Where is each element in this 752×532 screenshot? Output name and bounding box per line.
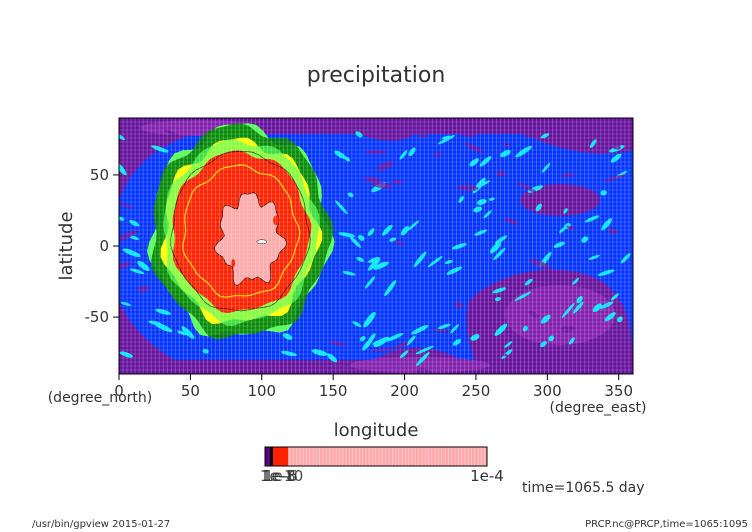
grid-lines — [119, 118, 633, 374]
x-tick-label-3: 150 — [319, 382, 348, 400]
colorbar-red — [273, 447, 288, 466]
y-tick-label-2: 50 — [90, 166, 109, 184]
low-precip-regions — [119, 118, 633, 374]
x-tick-label-2: 100 — [247, 382, 276, 400]
x-tick-label-0: 0 — [114, 382, 124, 400]
x-axis-label: longitude — [334, 420, 419, 441]
x-tick-label-6: 300 — [533, 382, 562, 400]
colorbar-label-1: 1e-10 — [260, 467, 303, 485]
colorbar-divisions — [289, 447, 486, 466]
x-axis-ticks: 0 50 100 150 200 250 300 350 — [114, 374, 633, 400]
colorbar-label-3: 1e-6 — [264, 467, 298, 485]
x-tick-label-1: 50 — [181, 382, 200, 400]
colorbar-dark — [270, 447, 273, 466]
x-tick-label-7: 350 — [604, 382, 633, 400]
colorbar-label-2: 1e-8 — [262, 467, 296, 485]
x-tick-label-5: 250 — [462, 382, 491, 400]
footer-left: /usr/bin/gpview 2015-01-27 — [32, 519, 170, 530]
time-annotation: time=1065.5 day — [522, 480, 645, 496]
footer-right: PRCP.nc@PRCP,time=1065:1095 — [585, 519, 748, 530]
y-tick-label-0: -50 — [85, 308, 110, 326]
y-unit-label: (degree_north) — [48, 390, 153, 406]
colorbar: 1e-10 1e-8 1e-6 1e-4 — [260, 446, 504, 485]
x-unit-label: (degree_east) — [550, 400, 647, 416]
colorbar-label-max: 1e-4 — [470, 467, 504, 485]
plot-area — [119, 118, 633, 374]
colorbar-pink — [288, 447, 487, 466]
y-tick-label-1: 0 — [99, 237, 109, 255]
colorbar-frame — [264, 446, 488, 467]
cyan-streaks — [119, 118, 631, 374]
y-axis-ticks: -50 0 50 — [85, 166, 119, 326]
main-rain-blob — [147, 123, 335, 340]
y-axis-label: latitude — [56, 211, 77, 280]
colorbar-purple — [265, 447, 270, 466]
x-tick-label-4: 200 — [390, 382, 419, 400]
chart-title: precipitation — [307, 63, 446, 88]
